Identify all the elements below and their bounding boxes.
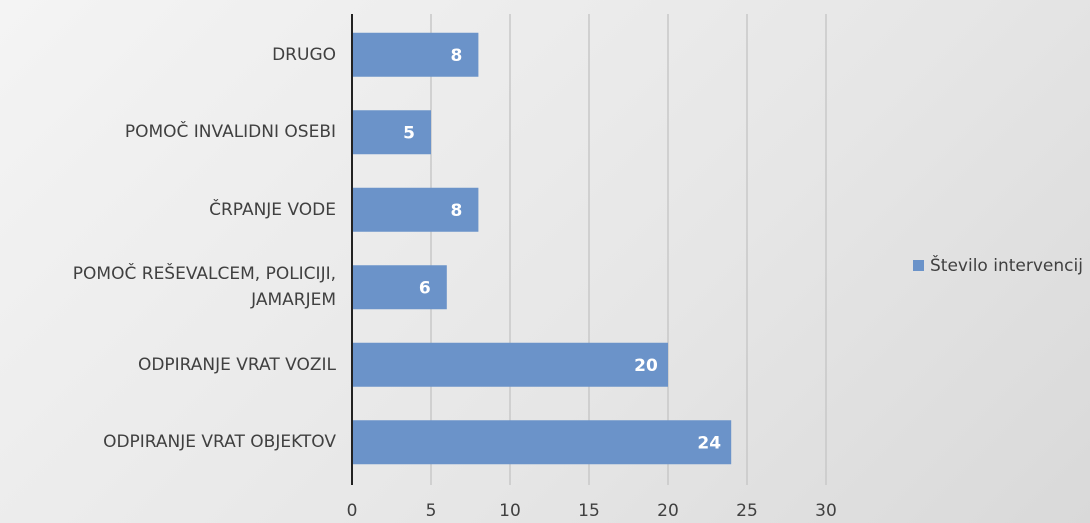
data-label: 8 [450, 46, 462, 66]
y-tick-label: POMOČ REŠEVALCEM, POLICIJI, JAMARJEM [72, 264, 336, 311]
bar [352, 420, 732, 465]
x-tick-label: 30 [815, 501, 837, 521]
bar [352, 32, 479, 77]
bar [352, 187, 479, 232]
data-label: 20 [634, 356, 658, 376]
x-tick-label: 5 [426, 501, 437, 521]
y-tick-label: DRUGO [272, 44, 336, 65]
bar [352, 265, 447, 310]
data-label: 5 [403, 123, 415, 143]
bar [352, 342, 668, 387]
x-tick-label: 25 [736, 501, 758, 521]
data-label: 24 [697, 433, 721, 453]
x-tick-label: 15 [578, 501, 600, 521]
bar [352, 110, 431, 155]
x-tick-label: 20 [657, 501, 679, 521]
x-tick-label: 0 [347, 501, 358, 521]
legend-swatch [913, 260, 924, 271]
x-tick-label: 10 [499, 501, 521, 521]
y-tick-label: POMOČ INVALIDNI OSEBI [124, 122, 336, 143]
data-label: 8 [450, 201, 462, 221]
y-tick-label: ODPIRANJE VRAT VOZIL [137, 354, 336, 375]
y-tick-label: ČRPANJE VODE [209, 199, 336, 220]
data-label: 6 [419, 278, 431, 298]
legend-label: Število intervencij [930, 254, 1083, 276]
y-tick-label: ODPIRANJE VRAT OBJEKTOV [103, 432, 336, 453]
